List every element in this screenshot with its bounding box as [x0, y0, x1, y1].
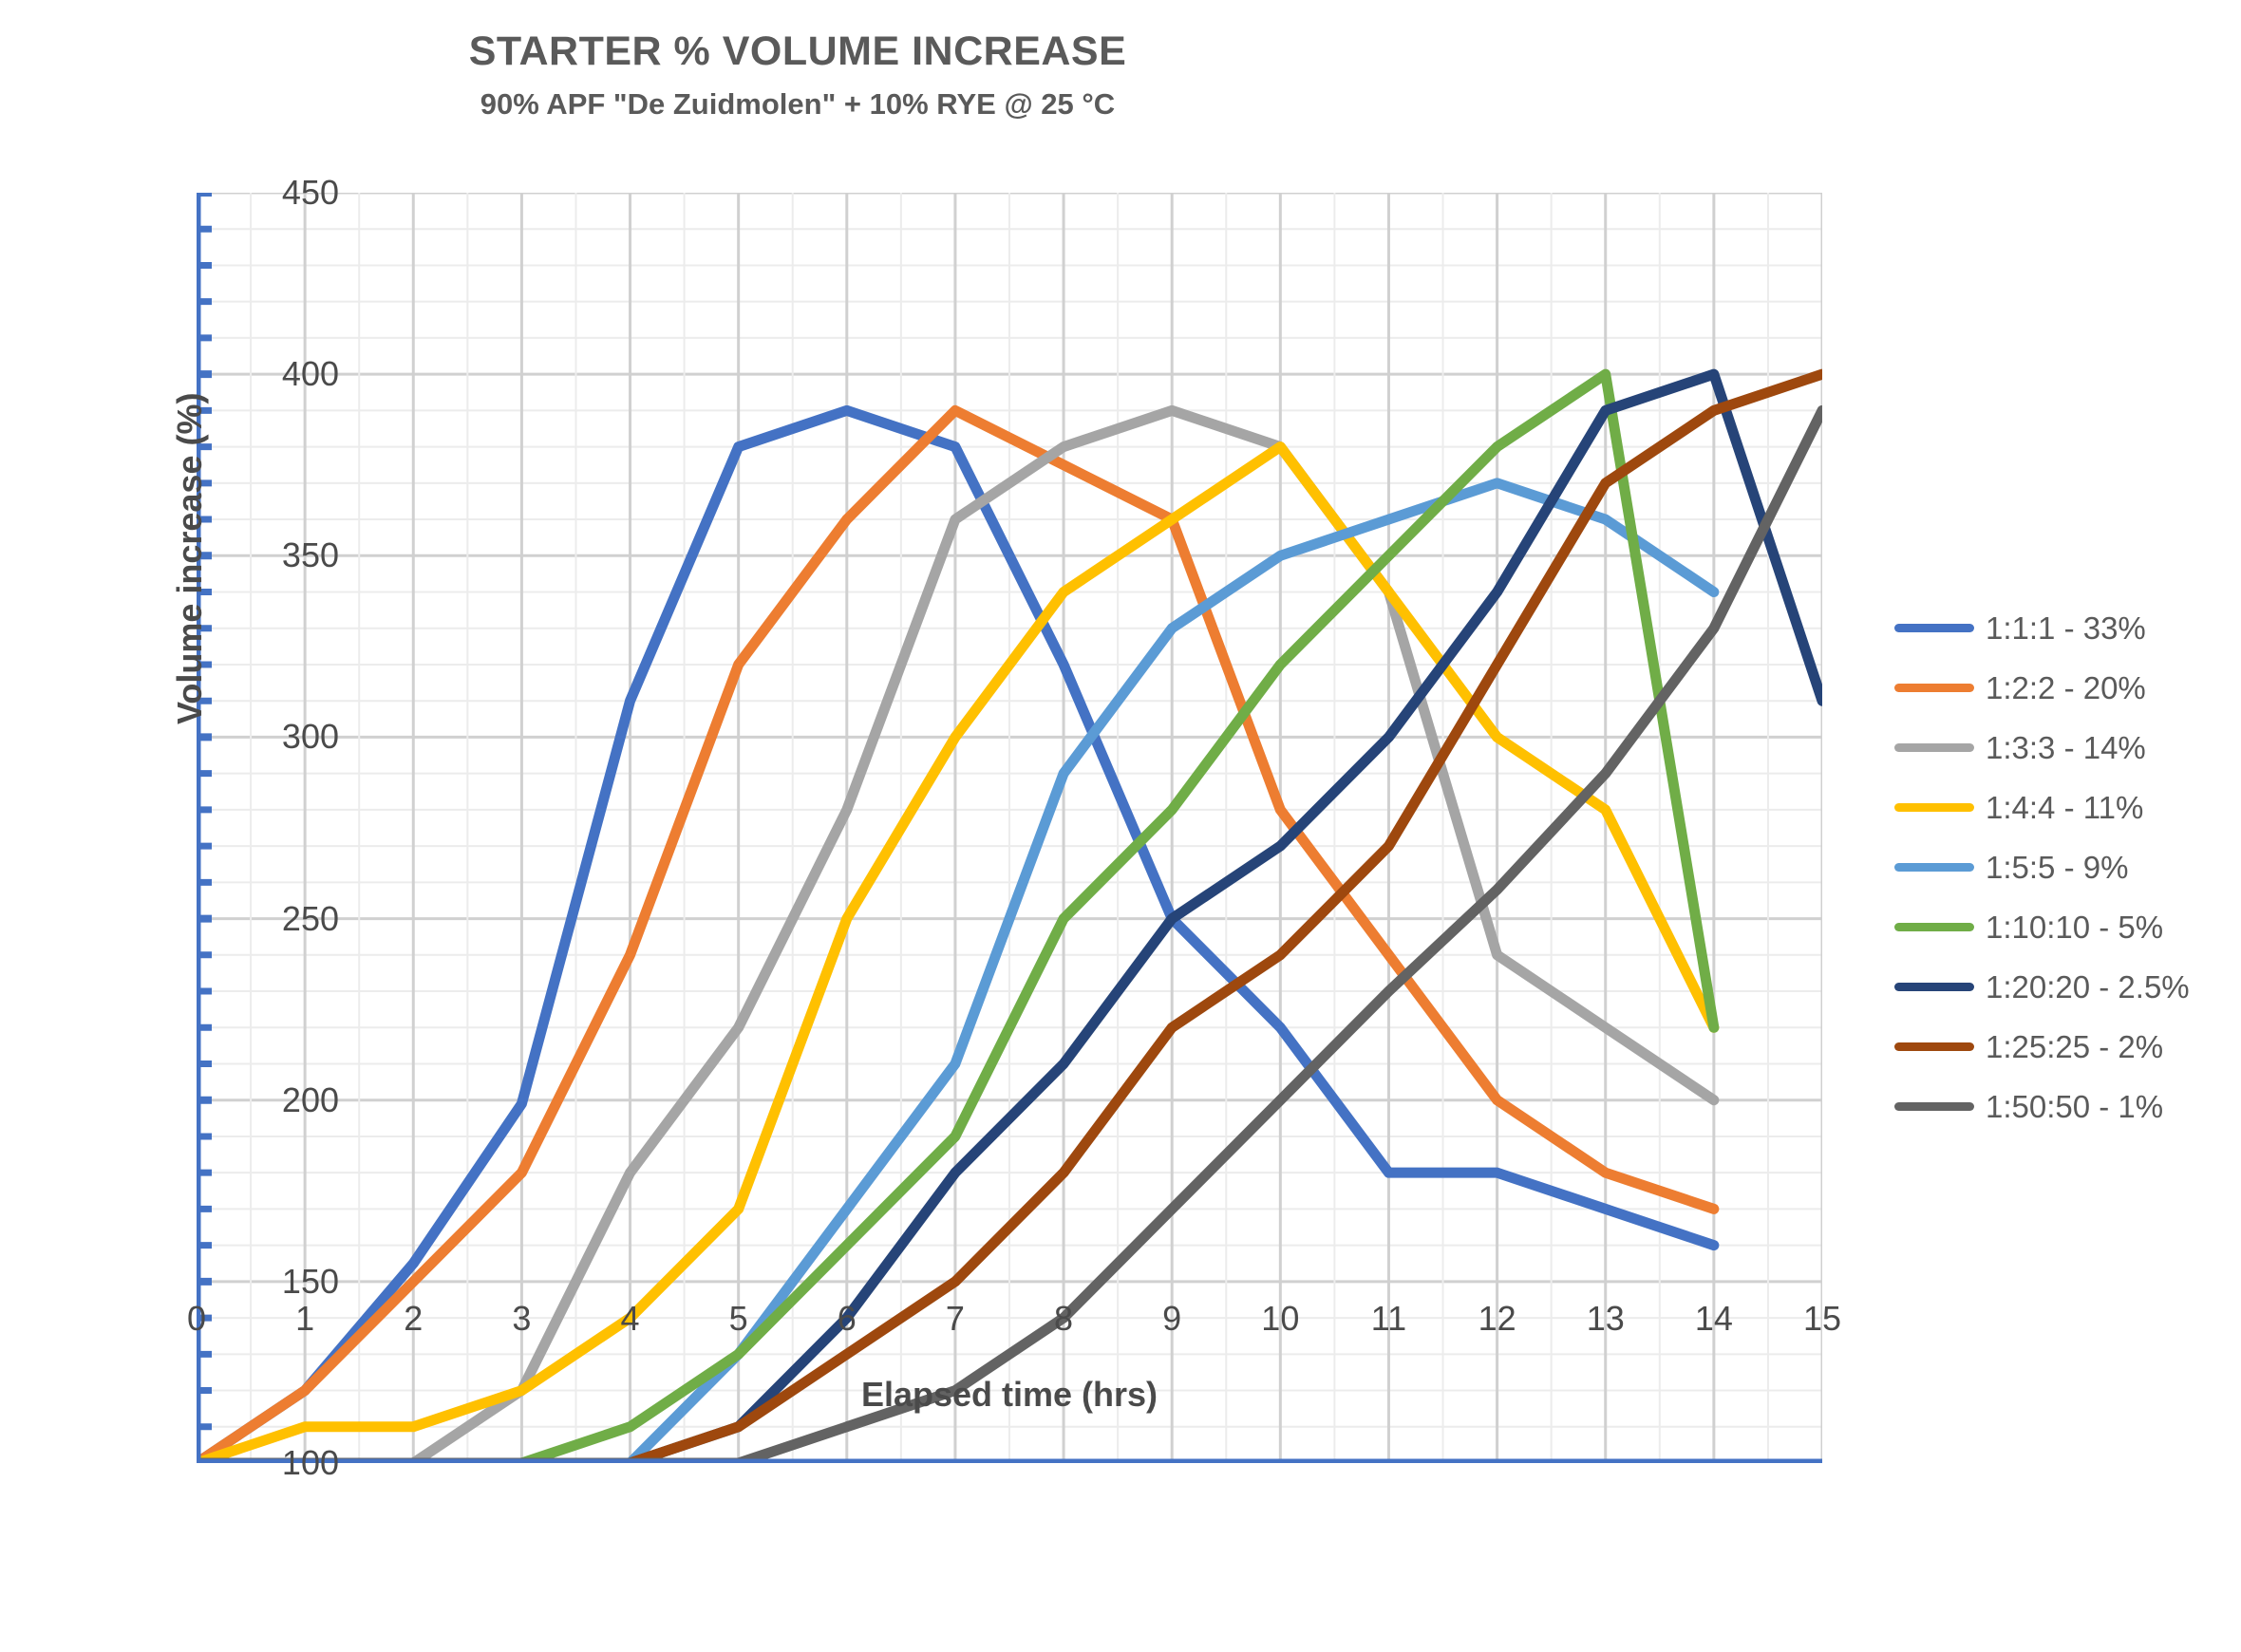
chart-title: STARTER % VOLUME INCREASE	[468, 28, 1127, 74]
x-tick-label: 6	[837, 1299, 857, 1338]
x-tick-label: 5	[728, 1299, 748, 1338]
legend-color-swatch	[1894, 684, 1974, 692]
legend-color-swatch	[1894, 1042, 1974, 1051]
y-axis-label: Volume increase (%)	[170, 392, 209, 724]
legend-label: 1:25:25 - 2%	[1986, 1028, 2164, 1064]
chart-subtitle: 90% APF "De Zuidmolen" + 10% RYE @ 25 °C	[480, 87, 1116, 122]
x-axis-ticks: 0 1 2 3 4 5 6 7 8 9 10 11 12 13 14 15	[187, 193, 1841, 1338]
y-tick-label: 150	[281, 1261, 339, 1301]
x-tick-label: 2	[404, 1299, 424, 1338]
y-tick-label: 200	[281, 1079, 339, 1119]
chart-legend: 1:1:1 - 33% 1:2:2 - 20% 1:3:3 - 14% 1:4:4 -…	[1894, 598, 2217, 1136]
x-tick-label: 8	[1054, 1299, 1074, 1338]
line-chart-svg	[197, 193, 1822, 1463]
legend-item[interactable]: 1:50:50 - 1%	[1894, 1077, 2217, 1136]
series-line-1	[197, 404, 1720, 1463]
x-tick-label: 15	[1802, 1299, 1842, 1338]
legend-label: 1:50:50 - 1%	[1986, 1088, 2164, 1124]
legend-label: 1:3:3 - 14%	[1986, 729, 2146, 765]
x-tick-label: 4	[620, 1299, 640, 1338]
legend-item[interactable]: 1:10:10 - 5%	[1894, 897, 2217, 957]
legend-item[interactable]: 1:5:5 - 9%	[1894, 837, 2217, 897]
y-tick-label: 300	[281, 717, 339, 757]
legend-item[interactable]: 1:3:3 - 14%	[1894, 718, 2217, 778]
legend-item[interactable]: 1:1:1 - 33%	[1894, 598, 2217, 658]
legend-label: 1:20:20 - 2.5%	[1986, 968, 2190, 1004]
legend-label: 1:1:1 - 33%	[1986, 610, 2146, 646]
series-line-5	[197, 368, 1720, 1463]
legend-color-swatch	[1894, 863, 1974, 872]
legend-color-swatch	[1894, 983, 1974, 991]
x-tick-label: 14	[1694, 1299, 1733, 1338]
legend-item[interactable]: 1:4:4 - 11%	[1894, 778, 2217, 837]
legend-item[interactable]: 1:25:25 - 2%	[1894, 1017, 2217, 1077]
x-axis-label: Elapsed time (hrs)	[860, 1375, 1158, 1414]
series-line-2	[197, 404, 1720, 1463]
series-line-8	[197, 404, 1822, 1463]
legend-color-swatch	[1894, 624, 1974, 632]
legend-label: 1:4:4 - 11%	[1986, 789, 2144, 825]
y-tick-label: 350	[281, 535, 339, 575]
series-line-4	[197, 478, 1720, 1463]
x-tick-label: 12	[1478, 1299, 1516, 1338]
x-tick-label: 3	[512, 1299, 532, 1338]
legend-color-swatch	[1894, 743, 1974, 752]
series-line-7	[197, 368, 1822, 1463]
plot-area: 100 150 200 250 300 350 400 450 0 1 2 3 4 5 6 7 8 9 10 11 1…	[170, 173, 1841, 1482]
series-line-3	[197, 441, 1720, 1463]
y-tick-label: 250	[281, 898, 339, 938]
legend-label: 1:5:5 - 9%	[1986, 849, 2129, 885]
x-tick-label: 7	[945, 1299, 965, 1338]
series-line-0	[197, 404, 1720, 1463]
title-block: STARTER % VOLUME INCREASE 90% APF "De Zu…	[0, 28, 1595, 122]
legend-color-swatch	[1894, 803, 1974, 812]
legend-color-swatch	[1894, 923, 1974, 931]
legend-color-swatch	[1894, 1102, 1974, 1111]
x-tick-label: 10	[1261, 1299, 1300, 1338]
x-tick-label: 9	[1162, 1299, 1182, 1338]
series-line-6	[197, 368, 1822, 1463]
x-tick-label: 1	[295, 1299, 315, 1338]
x-tick-label: 13	[1586, 1299, 1625, 1338]
x-tick-label: 0	[186, 1299, 207, 1338]
y-tick-label: 450	[281, 173, 339, 212]
x-tick-label: 11	[1370, 1299, 1407, 1338]
y-tick-label: 100	[281, 1443, 339, 1482]
legend-item[interactable]: 1:20:20 - 2.5%	[1894, 957, 2217, 1017]
y-axis-ticks: 100 150 200 250 300 350 400 450	[168, 173, 339, 1482]
legend-label: 1:10:10 - 5%	[1986, 909, 2164, 945]
legend-label: 1:2:2 - 20%	[1986, 669, 2146, 705]
y-tick-label: 400	[281, 354, 339, 394]
legend-item[interactable]: 1:2:2 - 20%	[1894, 658, 2217, 718]
